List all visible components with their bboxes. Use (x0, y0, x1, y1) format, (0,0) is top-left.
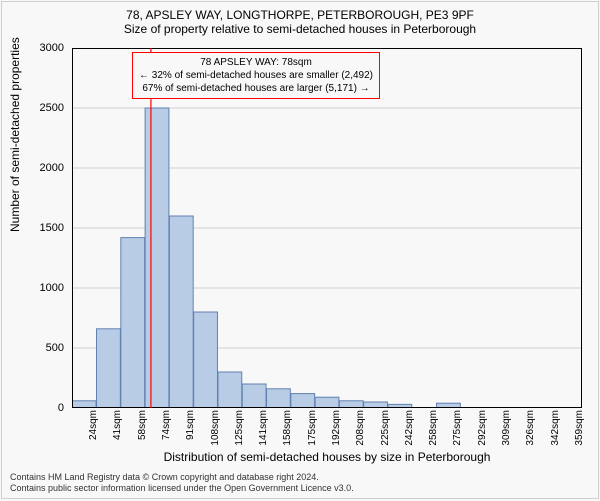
callout-smaller: ← 32% of semi-detached houses are smalle… (139, 69, 373, 82)
callout-larger: 67% of semi-detached houses are larger (… (139, 82, 373, 95)
x-axis-label: Distribution of semi-detached houses by … (72, 450, 582, 464)
x-tick: 175sqm (307, 410, 318, 446)
chart-svg (72, 48, 582, 408)
y-tick: 2500 (40, 102, 64, 114)
attribution-footer: Contains HM Land Registry data © Crown c… (10, 472, 354, 495)
x-tick-labels: 24sqm 41sqm 58sqm 74sqm 91sqm 108sqm 125sqm 141… (72, 410, 582, 450)
chart-frame: 78, APSLEY WAY, LONGTHORPE, PETERBOROUGH… (1, 1, 599, 499)
x-tick: 91sqm (185, 410, 196, 440)
title-block: 78, APSLEY WAY, LONGTHORPE, PETERBOROUGH… (2, 2, 598, 38)
plot-area: 78 APSLEY WAY: 78sqm ← 32% of semi-detac… (72, 48, 582, 408)
footer-line1: Contains HM Land Registry data © Crown c… (10, 472, 354, 483)
address-title: 78, APSLEY WAY, LONGTHORPE, PETERBOROUGH… (2, 8, 598, 22)
x-tick: 359sqm (574, 410, 585, 446)
y-tick: 1500 (40, 222, 64, 234)
x-tick: 141sqm (258, 410, 269, 446)
x-tick: 41sqm (112, 410, 123, 440)
x-tick: 125sqm (234, 410, 245, 446)
x-tick: 275sqm (452, 410, 463, 446)
y-tick: 2000 (40, 162, 64, 174)
x-tick: 24sqm (88, 410, 99, 440)
y-tick: 1000 (40, 282, 64, 294)
x-tick: 242sqm (404, 410, 415, 446)
x-tick: 258sqm (428, 410, 439, 446)
y-tick: 500 (46, 342, 64, 354)
x-tick: 74sqm (161, 410, 172, 440)
x-tick: 342sqm (550, 410, 561, 446)
x-tick: 192sqm (331, 410, 342, 446)
x-tick: 208sqm (355, 410, 366, 446)
callout-heading: 78 APSLEY WAY: 78sqm (139, 56, 373, 69)
y-axis-label: Number of semi-detached properties (8, 37, 22, 232)
x-tick: 292sqm (477, 410, 488, 446)
x-tick: 309sqm (501, 410, 512, 446)
x-tick: 225sqm (380, 410, 391, 446)
y-tick: 0 (58, 402, 64, 414)
x-tick: 158sqm (282, 410, 293, 446)
property-callout: 78 APSLEY WAY: 78sqm ← 32% of semi-detac… (132, 52, 380, 99)
x-tick: 326sqm (525, 410, 536, 446)
subtitle: Size of property relative to semi-detach… (2, 22, 598, 36)
x-tick: 108sqm (210, 410, 221, 446)
y-tick-labels: 050010001500200025003000 (38, 48, 68, 408)
chart-svg-container (72, 48, 582, 408)
y-tick: 3000 (40, 42, 64, 54)
footer-line2: Contains public sector information licen… (10, 483, 354, 494)
x-tick: 58sqm (137, 410, 148, 440)
